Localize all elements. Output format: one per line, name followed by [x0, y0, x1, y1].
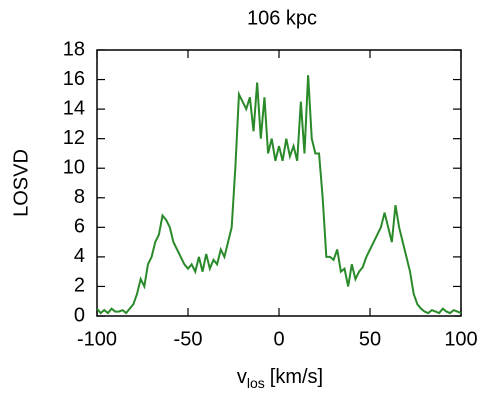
y-tick-label: 10 [63, 157, 85, 179]
x-tick-label: 0 [273, 328, 284, 350]
x-tick-label: 50 [359, 328, 381, 350]
y-tick-label: 4 [74, 245, 85, 267]
x-label-base: v [237, 366, 247, 388]
x-label-rest: [km/s] [270, 366, 323, 388]
plot-frame [96, 49, 462, 317]
y-tick-label: 14 [63, 97, 85, 119]
y-tick-label: 2 [74, 275, 85, 297]
x-axis-label: vlos [km/s] [237, 366, 323, 390]
y-tick-label: 8 [74, 186, 85, 208]
y-tick-label: 18 [63, 38, 85, 60]
x-label-sub: los [247, 375, 265, 391]
chart-title: 106 kpc [247, 7, 317, 29]
y-tick-label: 0 [74, 304, 85, 326]
x-tick-label: -50 [174, 328, 203, 350]
y-tick-label: 12 [63, 127, 85, 149]
x-tick-label: -100 [77, 328, 117, 350]
y-axis-label: LOSVD [10, 149, 32, 217]
data-line [96, 75, 462, 315]
y-tick-label: 16 [63, 68, 85, 90]
x-tick-label: 100 [444, 328, 477, 350]
y-tick-label: 6 [74, 216, 85, 238]
